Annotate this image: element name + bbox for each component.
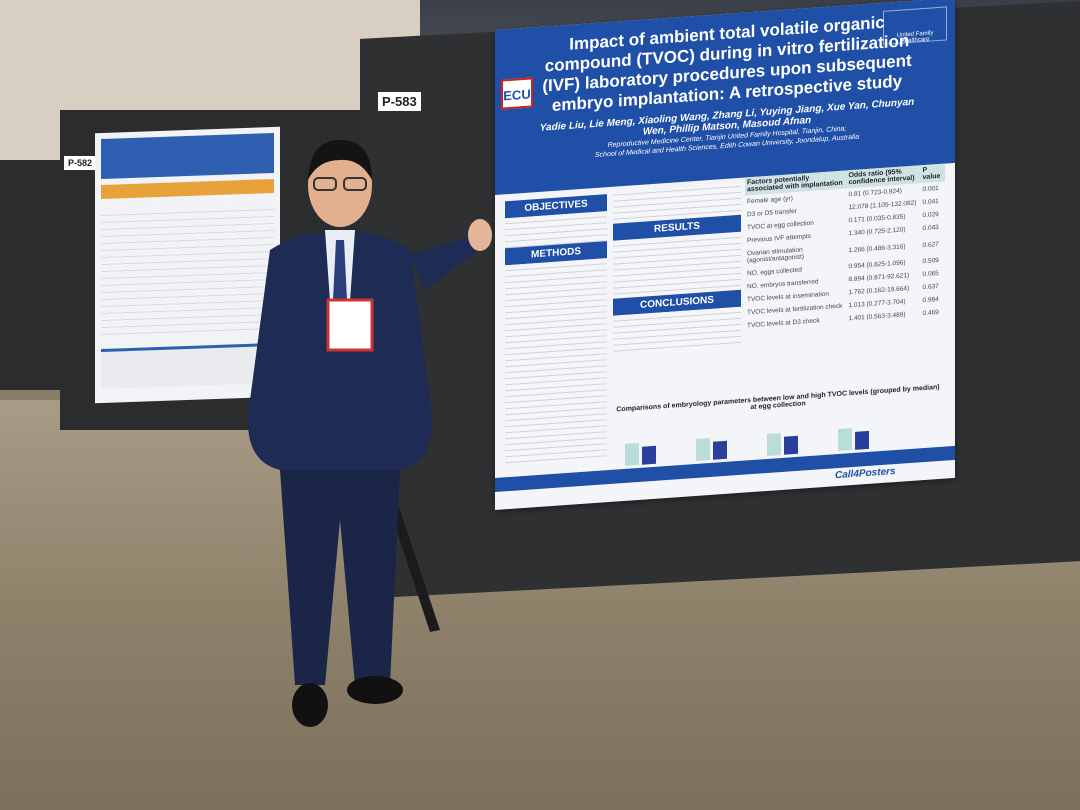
trousers — [280, 470, 400, 685]
methods-text — [505, 258, 607, 466]
results-text — [613, 231, 741, 299]
bar-group — [696, 437, 727, 461]
odds-ratio-table: Factors potentially associated with impl… — [745, 163, 945, 333]
conclusions-text — [613, 306, 741, 356]
bar — [696, 437, 710, 461]
presenter-person — [248, 140, 492, 727]
research-poster: Impact of ambient total volatile organic… — [495, 0, 955, 510]
bar — [855, 430, 869, 450]
bar — [713, 440, 727, 460]
bar — [625, 442, 639, 466]
table-cell: 0.627 — [922, 240, 939, 249]
shoe — [347, 676, 403, 704]
raised-arm — [410, 235, 485, 290]
ecu-logo: ECU — [501, 77, 533, 110]
left-board-number-label: P-582 — [64, 156, 97, 170]
bar-group — [625, 442, 656, 466]
brand-logo: Call4Posters — [835, 465, 896, 482]
bar-group — [767, 432, 798, 456]
hand — [468, 219, 492, 251]
table-header: P value — [920, 163, 945, 184]
board-number-label: P-583 — [378, 92, 421, 111]
bar — [784, 435, 798, 455]
far-left-board — [0, 160, 70, 390]
bar — [642, 445, 656, 465]
bar-group — [838, 427, 869, 452]
glasses — [313, 177, 337, 191]
conference-badge — [326, 298, 374, 352]
table-cell: 0.469 — [922, 308, 939, 318]
shoe — [292, 683, 328, 727]
united-family-logo: United Family Healthcare — [883, 6, 947, 45]
hair — [308, 140, 372, 180]
face — [308, 143, 372, 227]
bar — [767, 433, 781, 456]
bar — [838, 428, 852, 452]
